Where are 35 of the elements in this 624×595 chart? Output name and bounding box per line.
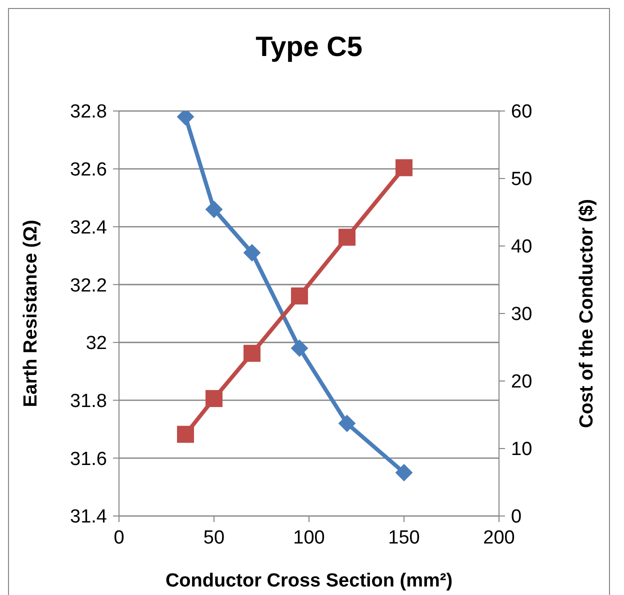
y-tick-label: 32.6 — [70, 160, 107, 181]
y2-tick-label: 60 — [511, 102, 532, 123]
y-tick-label: 31.6 — [70, 448, 107, 470]
x-tick-label: 0 — [114, 527, 124, 548]
point — [206, 200, 222, 218]
x-tick-label: 100 — [293, 527, 325, 548]
y2-tick-label: 20 — [511, 372, 532, 393]
y-tick-label: 32 — [86, 333, 107, 354]
point — [244, 344, 260, 362]
point — [244, 244, 260, 262]
y-tick-label: 32.2 — [70, 275, 107, 296]
x-tick-label: 50 — [203, 527, 225, 548]
point — [291, 287, 308, 304]
y2-axis-title: Cost of the Conductor ($) — [576, 198, 598, 428]
y2-tick-label: 0 — [511, 506, 522, 528]
y2-tick-label: 40 — [511, 236, 532, 258]
y2-tick-label: 50 — [511, 169, 532, 190]
y2-tick-label: 10 — [511, 439, 532, 460]
x-tick-label: 150 — [388, 527, 420, 548]
point — [396, 464, 412, 482]
y2-tick-label: 30 — [511, 304, 532, 326]
y-tick-label: 32.4 — [70, 217, 108, 238]
point — [291, 340, 308, 357]
x-tick-label: 200 — [483, 527, 515, 548]
x-axis-title: Conductor Cross Section (mm²) — [165, 570, 453, 592]
y-tick-label: 31.4 — [70, 506, 108, 528]
point — [206, 390, 222, 408]
point — [396, 159, 412, 176]
point — [338, 228, 356, 246]
point — [177, 426, 194, 443]
y-tick-label: 31.8 — [70, 391, 107, 412]
point — [338, 414, 356, 432]
chart-title: Type C5 — [254, 30, 364, 64]
y-axis-title: Earth Resistance (Ω) — [20, 220, 42, 408]
y-tick-label: 32.8 — [70, 102, 107, 123]
